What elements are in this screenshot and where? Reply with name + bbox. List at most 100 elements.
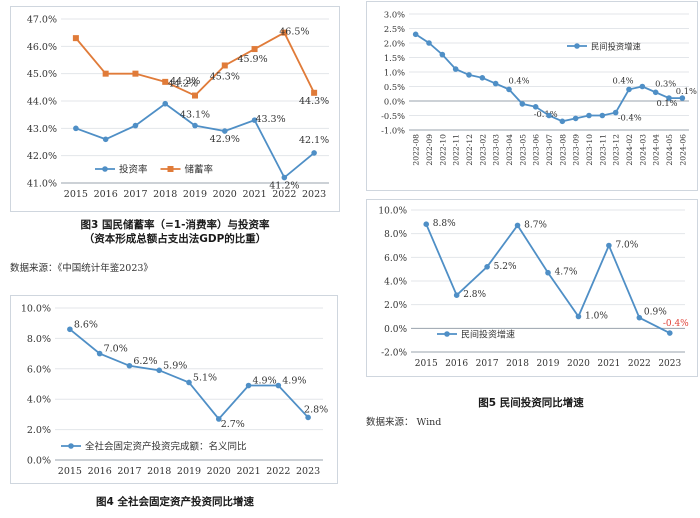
legend-label: 储蓄率 [185, 164, 214, 176]
x-tick-label: 2022 [272, 189, 296, 200]
x-tick-label: 2023-02 [478, 134, 487, 166]
data-label: 41.2% [269, 181, 299, 192]
data-point [126, 362, 133, 369]
data-point [519, 101, 526, 107]
fig3-caption-line2: （资本形成总额占支出法GDP的比重） [83, 233, 267, 245]
y-tick-label: 2.0% [384, 39, 405, 49]
legend-label: 民间投资增速 [461, 329, 515, 341]
x-tick-label: 2020 [567, 359, 590, 369]
data-point [626, 86, 632, 93]
data-label: 45.3% [210, 71, 240, 82]
x-tick-label: 2017 [117, 466, 141, 477]
data-point [586, 112, 592, 119]
x-tick-label: 2019 [177, 466, 201, 477]
y-tick-label: 2.5% [384, 24, 405, 34]
data-label: 44.2% [168, 79, 198, 90]
data-label: 44.3% [299, 96, 329, 107]
x-tick-label: 2023-11 [598, 134, 607, 166]
monthly-panel: -1.0% -0.5% 0.0% 0.5% 1.0% 1.5% 2.0% 2.5% 3.0% 20… [366, 1, 698, 191]
x-tick-label: 2015 [64, 189, 88, 200]
x-tick-label: 2023-03 [492, 134, 501, 166]
data-label: 5.1% [193, 372, 217, 383]
y-tick-label: -1.0% [381, 126, 405, 136]
fig4-panel: 0.0% 2.0% 4.0% 6.0% 8.0% 10.0% 2015 2016 2017 201… [10, 295, 338, 484]
y-tick-label: 41.0% [27, 179, 57, 190]
data-point [466, 72, 472, 78]
y-tick-label: 4.0% [384, 278, 407, 288]
data-point [606, 242, 612, 249]
data-point [132, 122, 139, 129]
x-tick-label: 2023-07 [545, 134, 554, 166]
data-point [532, 104, 539, 110]
y-tick-label: 0.5% [384, 82, 405, 92]
data-point [599, 112, 606, 119]
legend-label: 全社会固定资产投资完成额：名义同比 [85, 441, 247, 453]
x-tick-label: 2024-03 [638, 134, 647, 166]
data-label: 44.2% [170, 76, 200, 87]
data-label: 42.1% [299, 135, 329, 146]
monthly-chart: -1.0% -0.5% 0.0% 0.5% 1.0% 1.5% 2.0% 2.5% 3.0% 20… [381, 10, 697, 166]
data-point [514, 222, 521, 229]
data-label: -0.1% [534, 109, 558, 119]
data-point [305, 414, 311, 421]
data-point [132, 70, 139, 77]
y-tick-label: -0.5% [381, 111, 405, 121]
x-tick-label: 2016 [88, 466, 112, 477]
data-point [484, 264, 490, 270]
y-tick-label: 8.0% [384, 230, 407, 240]
data-point [245, 382, 252, 389]
x-tick-label: 2018 [153, 189, 177, 200]
y-tick-label: 1.5% [384, 53, 405, 63]
x-tick-label: 2020 [207, 466, 231, 477]
data-label: 45.9% [237, 54, 267, 65]
data-point [412, 31, 419, 38]
data-point [102, 70, 109, 77]
data-point [575, 313, 582, 320]
x-tick-label: 2020 [213, 189, 237, 200]
data-point [192, 92, 198, 99]
data-label: 8.6% [74, 319, 98, 330]
x-tick-label: 2023 [302, 189, 326, 200]
data-label: 0.3% [655, 78, 676, 88]
fig3-caption-line1: 图3 国民储蓄率（=1-消费率）与投资率 [80, 219, 270, 231]
data-point [639, 83, 646, 90]
data-label: 8.7% [524, 220, 547, 230]
legend-marker [574, 43, 580, 49]
data-point [162, 100, 169, 107]
y-tick-label: 0.0% [27, 456, 51, 467]
x-tick-label: 2023-06 [532, 134, 541, 166]
data-label: 2.8% [463, 290, 486, 300]
x-tick-label: 2023-04 [505, 134, 514, 166]
data-label: 0.4% [612, 75, 633, 85]
x-tick-label: 2024-04 [652, 134, 661, 166]
data-label: 1.0% [585, 312, 608, 322]
data-point [281, 174, 288, 181]
data-point [67, 326, 73, 333]
y-tick-label: 2.0% [27, 425, 51, 436]
data-point [102, 136, 109, 143]
x-tick-label: 2019 [537, 359, 560, 369]
data-point [546, 112, 552, 119]
fig5-source: 数据来源： Wind [366, 417, 442, 428]
x-tick-label: 2018 [506, 359, 529, 369]
data-point [666, 330, 673, 336]
x-tick-label: 2023 [658, 359, 681, 369]
y-tick-label: 8.0% [27, 334, 51, 345]
data-label: 4.7% [555, 268, 578, 278]
x-tick-label: 2022-12 [465, 134, 474, 166]
data-label: 7.0% [615, 241, 638, 251]
data-label: 5.2% [494, 262, 517, 272]
x-tick-label: 2023-05 [518, 134, 527, 166]
data-point [479, 75, 486, 81]
y-tick-label: 42.0% [27, 151, 57, 162]
data-label: 5.9% [163, 360, 187, 371]
y-tick-label: 44.0% [27, 97, 57, 108]
x-tick-label: 2024-06 [678, 134, 687, 166]
data-point [545, 269, 551, 276]
y-tick-label: 1.0% [384, 68, 405, 78]
data-label: 46.5% [279, 27, 309, 38]
x-tick-label: 2024-05 [665, 134, 674, 166]
x-tick-label: 2018 [147, 466, 171, 477]
data-label: 4.9% [252, 376, 276, 387]
x-tick-label: 2023-10 [585, 134, 594, 166]
